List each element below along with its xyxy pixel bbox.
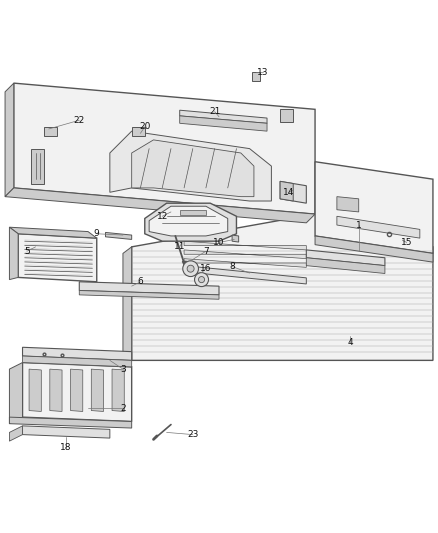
Text: 18: 18 bbox=[60, 443, 72, 452]
Polygon shape bbox=[10, 417, 132, 428]
Text: 11: 11 bbox=[174, 243, 185, 252]
Polygon shape bbox=[79, 290, 219, 299]
Polygon shape bbox=[337, 197, 359, 212]
Polygon shape bbox=[306, 250, 385, 265]
Text: 14: 14 bbox=[283, 188, 294, 197]
Text: 23: 23 bbox=[187, 430, 198, 439]
Text: 1: 1 bbox=[356, 221, 362, 230]
Polygon shape bbox=[10, 362, 22, 424]
Text: 5: 5 bbox=[24, 247, 30, 256]
Text: 10: 10 bbox=[213, 238, 225, 247]
Polygon shape bbox=[5, 83, 14, 197]
Polygon shape bbox=[252, 72, 261, 81]
Polygon shape bbox=[10, 426, 22, 441]
Circle shape bbox=[183, 261, 198, 277]
Text: 20: 20 bbox=[139, 122, 151, 131]
Circle shape bbox=[194, 272, 208, 287]
Circle shape bbox=[198, 277, 205, 282]
Polygon shape bbox=[123, 247, 132, 367]
Circle shape bbox=[187, 265, 194, 272]
Polygon shape bbox=[22, 362, 132, 422]
Polygon shape bbox=[180, 210, 206, 215]
Polygon shape bbox=[18, 234, 97, 282]
Text: 3: 3 bbox=[120, 365, 126, 374]
Polygon shape bbox=[149, 206, 228, 236]
Polygon shape bbox=[5, 188, 315, 223]
Polygon shape bbox=[280, 181, 293, 201]
Polygon shape bbox=[132, 140, 254, 197]
Text: 12: 12 bbox=[156, 212, 168, 221]
Text: 22: 22 bbox=[74, 116, 85, 125]
Polygon shape bbox=[22, 348, 132, 360]
Polygon shape bbox=[50, 369, 62, 411]
Polygon shape bbox=[180, 116, 267, 131]
Polygon shape bbox=[79, 282, 219, 295]
Polygon shape bbox=[232, 235, 239, 242]
Polygon shape bbox=[22, 426, 110, 438]
Polygon shape bbox=[112, 369, 124, 411]
Polygon shape bbox=[110, 131, 272, 201]
Polygon shape bbox=[31, 149, 44, 183]
Polygon shape bbox=[145, 203, 237, 241]
Polygon shape bbox=[10, 227, 18, 280]
Polygon shape bbox=[184, 250, 306, 259]
Text: 15: 15 bbox=[401, 238, 413, 247]
Polygon shape bbox=[315, 161, 433, 253]
Polygon shape bbox=[132, 127, 145, 135]
Text: 13: 13 bbox=[257, 68, 268, 77]
Text: 6: 6 bbox=[138, 277, 143, 286]
Text: 7: 7 bbox=[203, 247, 209, 256]
Polygon shape bbox=[44, 127, 57, 135]
Polygon shape bbox=[22, 356, 132, 367]
Polygon shape bbox=[280, 181, 306, 203]
Text: 21: 21 bbox=[209, 107, 220, 116]
Polygon shape bbox=[14, 83, 315, 214]
Polygon shape bbox=[71, 369, 83, 411]
Polygon shape bbox=[91, 369, 103, 411]
Polygon shape bbox=[280, 109, 293, 123]
Text: 16: 16 bbox=[200, 264, 212, 273]
Polygon shape bbox=[184, 265, 306, 284]
Polygon shape bbox=[184, 241, 306, 250]
Polygon shape bbox=[106, 232, 132, 239]
Polygon shape bbox=[306, 258, 385, 273]
Polygon shape bbox=[184, 259, 306, 268]
Polygon shape bbox=[10, 227, 97, 238]
Polygon shape bbox=[29, 369, 41, 411]
Text: 9: 9 bbox=[94, 229, 99, 238]
Text: 4: 4 bbox=[347, 338, 353, 348]
Text: 8: 8 bbox=[229, 262, 235, 271]
Polygon shape bbox=[315, 236, 433, 262]
Polygon shape bbox=[132, 214, 433, 360]
Polygon shape bbox=[337, 216, 420, 238]
Polygon shape bbox=[180, 110, 267, 123]
Text: 2: 2 bbox=[120, 404, 126, 413]
